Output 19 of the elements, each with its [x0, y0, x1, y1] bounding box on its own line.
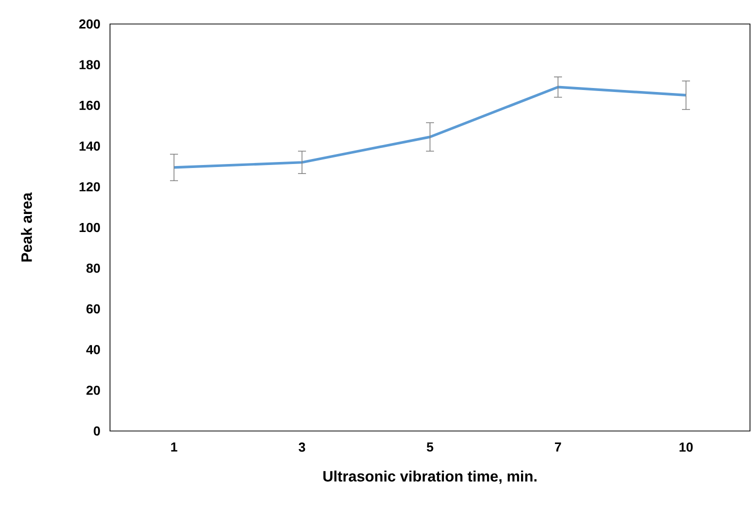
y-tick-label: 160: [80, 100, 100, 110]
x-tick-label: 3: [298, 442, 306, 452]
y-tick-label: 120: [80, 182, 100, 192]
line-series: [172, 86, 688, 169]
y-tick-label: 180: [80, 60, 100, 70]
x-tick-label: 7: [554, 442, 562, 452]
x-axis-title: Ultrasonic vibration time, min.: [323, 470, 536, 484]
y-axis-title: Peak area: [20, 192, 32, 262]
y-tick-label: 20: [86, 386, 100, 395]
y-tick-label: 80: [86, 264, 100, 273]
y-tick-label: 0: [94, 426, 100, 436]
x-tick-label: 5: [426, 442, 434, 452]
x-tick-label: 10: [680, 442, 693, 452]
y-tick-label: 140: [80, 141, 100, 151]
y-tick-label: 40: [86, 344, 100, 354]
y-tick-label: 60: [86, 304, 100, 314]
y-tick-label: 100: [80, 222, 100, 232]
x-tick-label: 1: [171, 442, 178, 452]
y-tick-label: 200: [79, 19, 100, 29]
